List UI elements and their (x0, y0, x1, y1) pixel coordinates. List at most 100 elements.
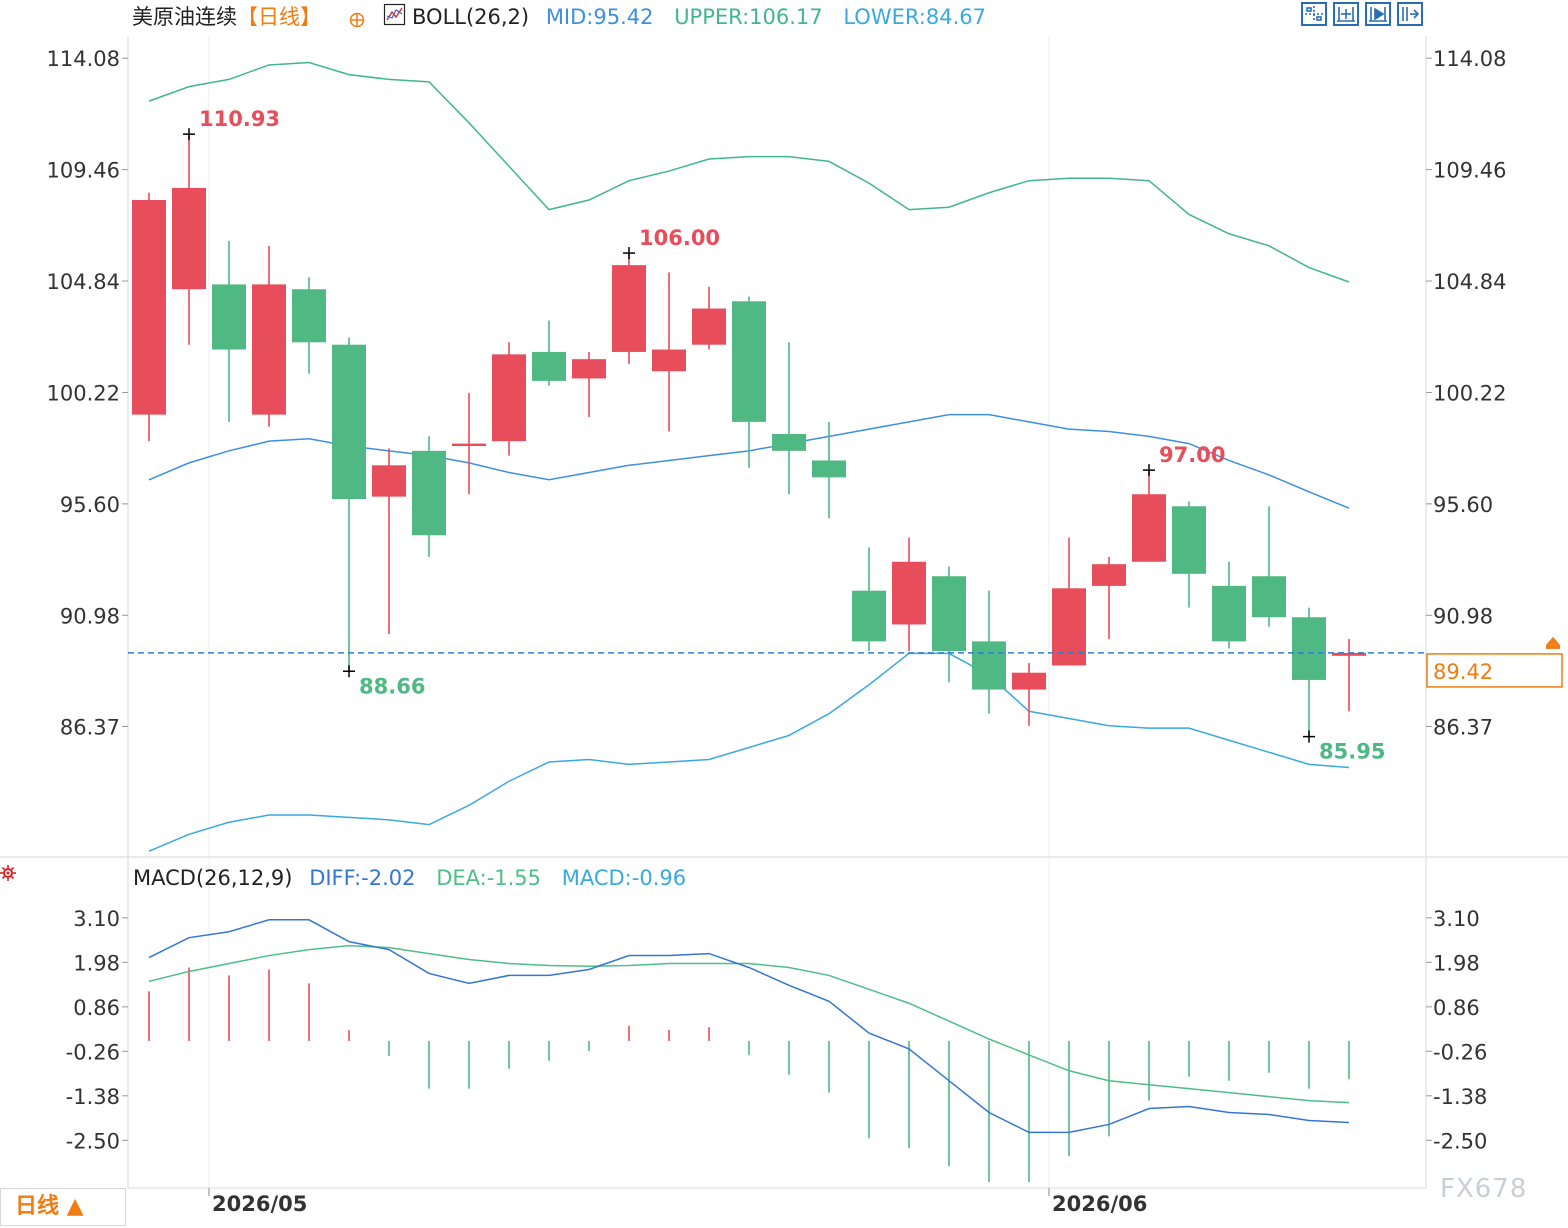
macd-tick-label-right: -0.26 (1433, 1040, 1487, 1064)
candle[interactable] (972, 590, 1006, 714)
high-price-label: 97.00 (1159, 443, 1225, 467)
zoom-in-icon[interactable] (1333, 2, 1359, 26)
candle[interactable] (652, 272, 686, 432)
price-tick-label-right: 114.08 (1433, 47, 1506, 71)
macd-tick-label-left: -2.50 (66, 1129, 120, 1153)
candle-body (732, 301, 766, 422)
current-price-badge (1426, 653, 1563, 688)
candle-body (132, 200, 166, 415)
period-label: 【日线】 (237, 5, 321, 29)
candle[interactable] (1212, 561, 1246, 649)
candle[interactable] (252, 245, 286, 427)
candle-body (252, 284, 286, 415)
candle[interactable] (172, 134, 206, 345)
price-tick-label-right: 86.37 (1433, 715, 1493, 739)
price-tick-label-right: 104.84 (1433, 270, 1506, 294)
macd-dea-line (148, 944, 1350, 1104)
macd-tick-label-right: -2.50 (1433, 1129, 1487, 1153)
current-price-label: 89.42 (1433, 660, 1493, 684)
macd-tick-label-left: 0.86 (73, 996, 120, 1020)
macd-tick-label-left: 3.10 (73, 907, 120, 931)
candle[interactable] (612, 253, 646, 364)
boll-upper-line (148, 61, 1350, 283)
candle[interactable] (852, 547, 886, 651)
candle[interactable] (812, 421, 846, 519)
candle[interactable] (532, 320, 566, 386)
candle-body (1252, 576, 1286, 618)
candle-body (972, 641, 1006, 690)
candle[interactable] (372, 448, 406, 635)
candle[interactable] (1172, 501, 1206, 608)
candle[interactable] (1132, 470, 1166, 562)
candle[interactable] (572, 351, 606, 418)
candle-body (1292, 617, 1326, 680)
candle[interactable] (932, 566, 966, 683)
price-tick-label-right: 100.22 (1433, 381, 1506, 405)
crosshair-icon[interactable] (349, 12, 365, 28)
boll-mid-value: MID:95.42 (546, 5, 654, 29)
candle-body (1132, 494, 1166, 562)
settings-icon[interactable] (0, 862, 18, 882)
candle-body (1172, 506, 1206, 574)
boll-indicator-name: BOLL(26,2) (412, 5, 529, 29)
macd-indicator-name: MACD(26,12,9) (133, 866, 293, 890)
symbol-title: 美原油连续 (132, 5, 237, 29)
candle[interactable] (1092, 556, 1126, 639)
candle-body (1052, 588, 1086, 666)
macd-diff-value: DIFF:-2.02 (309, 866, 415, 890)
boll-lower-line (148, 652, 1350, 852)
candle[interactable] (452, 392, 486, 495)
candle[interactable] (1292, 607, 1326, 737)
macd-value: MACD:-0.96 (562, 866, 686, 890)
candle-body (1092, 564, 1126, 586)
price-tick-label-left: 90.98 (60, 604, 120, 628)
scroll-end-icon[interactable] (1365, 2, 1391, 26)
macd-tick-label-right: 0.86 (1433, 996, 1480, 1020)
price-tick-label-left: 100.22 (47, 381, 120, 405)
price-tick-label-right: 109.46 (1433, 159, 1506, 183)
candle[interactable] (292, 277, 326, 374)
candle-body (612, 265, 646, 352)
grid-layout-icon[interactable] (1301, 2, 1327, 26)
macd-tick-label-right: -1.38 (1433, 1085, 1487, 1109)
candle[interactable] (732, 296, 766, 468)
boll-header: BOLL(26,2) MID:95.42 UPPER:106.17 LOWER:… (412, 5, 986, 29)
price-tick-label-left: 104.84 (47, 270, 120, 294)
candle-body (532, 351, 566, 381)
price-tick-label-right: 90.98 (1433, 604, 1493, 628)
candle-body (332, 344, 366, 500)
candle[interactable] (332, 337, 366, 672)
candle[interactable] (1052, 537, 1086, 666)
boll-lower-value: LOWER:84.67 (843, 5, 986, 29)
price-tick-label-left: 95.60 (60, 493, 120, 517)
candle[interactable] (1012, 663, 1046, 726)
candle-body (492, 354, 526, 442)
period-tab-daily[interactable]: 日线 ▲ (0, 1188, 126, 1226)
candle[interactable] (1332, 638, 1366, 712)
high-price-label: 110.93 (199, 107, 280, 131)
candle-body (1212, 585, 1246, 642)
boll-indicator-icon[interactable] (383, 3, 406, 26)
candle[interactable] (692, 286, 726, 350)
candle-body (1332, 652, 1366, 656)
price-tick-label-right: 95.60 (1433, 493, 1493, 517)
candle-body (852, 590, 886, 642)
candle[interactable] (412, 436, 446, 557)
current-price-arrow-base (1546, 644, 1560, 649)
macd-tick-label-right: 1.98 (1433, 951, 1480, 975)
candle-body (292, 289, 326, 343)
candle-body (652, 349, 686, 372)
candle[interactable] (492, 342, 526, 456)
step-forward-icon[interactable] (1397, 2, 1423, 26)
macd-dea-value: DEA:-1.55 (436, 866, 541, 890)
candle-body (932, 576, 966, 651)
macd-tick-label-left: -1.38 (66, 1085, 120, 1109)
candle[interactable] (212, 241, 246, 422)
candle-body (892, 561, 926, 625)
boll-upper-value: UPPER:106.17 (674, 5, 822, 29)
candle[interactable] (1252, 506, 1286, 627)
candle[interactable] (892, 537, 926, 651)
candle[interactable] (132, 192, 166, 442)
candle[interactable] (772, 342, 806, 495)
